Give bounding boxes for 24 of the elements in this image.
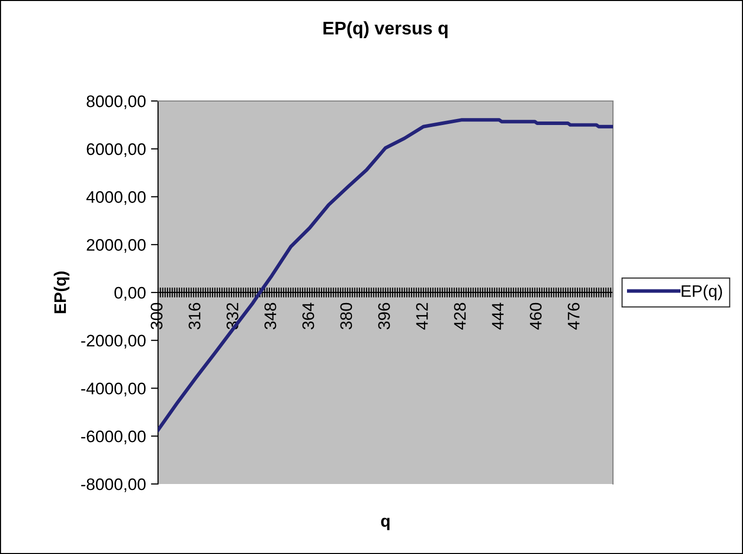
y-tick-label: -8000,00 (81, 478, 146, 492)
chart-title: EP(q) versus q (324, 21, 448, 38)
y-tick-label: -2000,00 (81, 334, 146, 349)
y-axis-title: EP(q) (54, 272, 70, 314)
x-tick-label: 332 (226, 303, 238, 330)
x-tick-label: 364 (302, 302, 314, 330)
x-tick-label: 380 (340, 302, 352, 330)
x-tick-label: 316 (188, 302, 200, 330)
x-tick-label: 460 (530, 302, 542, 330)
x-tick-label: 412 (416, 303, 428, 330)
y-tick-label: 2000,00 (86, 239, 146, 253)
x-tick-label: 444 (492, 302, 504, 330)
x-tick-label: 476 (568, 302, 580, 330)
y-tick-label: -6000,00 (81, 430, 146, 444)
x-axis-title: q (381, 518, 390, 530)
y-tick-label: 8000,00 (86, 95, 146, 110)
y-tick-label: 4000,00 (86, 191, 146, 205)
x-tick-label: 428 (454, 302, 466, 330)
legend-label: EP(q) (682, 284, 722, 300)
y-tick-label: 0,00 (114, 286, 146, 301)
x-tick-label: 396 (378, 302, 390, 330)
y-tick-label: 6000,00 (86, 143, 146, 158)
y-tick-label: -4000,00 (81, 382, 146, 396)
x-tick-label: 348 (264, 302, 276, 330)
